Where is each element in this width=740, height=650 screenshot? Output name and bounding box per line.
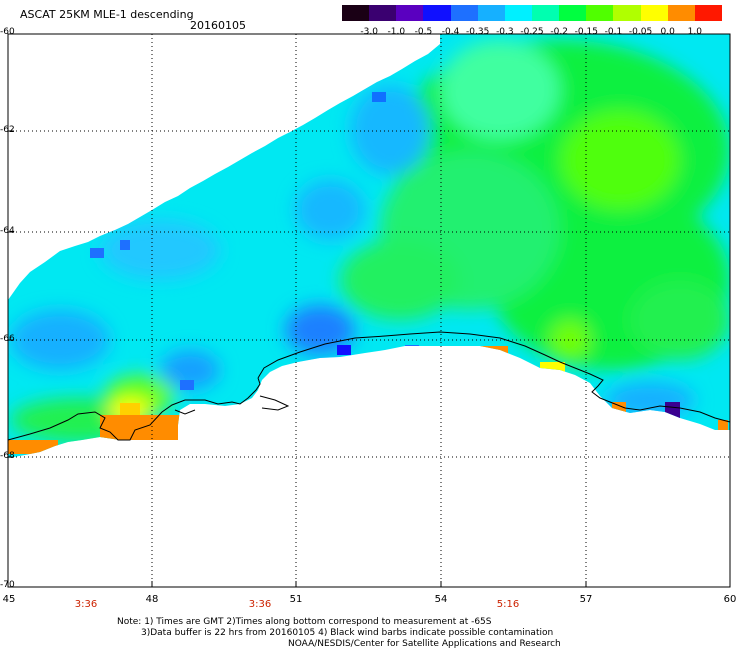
x-label-54: 54 <box>434 594 448 605</box>
colorbar-label: -0.3 <box>496 27 514 37</box>
y-label-70: -70 <box>0 580 15 590</box>
colorbar-label: -3.0 <box>360 27 378 37</box>
colorbar-segment <box>423 5 451 21</box>
y-label-60: -60 <box>0 27 15 37</box>
plot-frame <box>7 33 731 588</box>
x-label-60: 60 <box>723 594 737 605</box>
colorbar-segment <box>640 5 668 21</box>
colorbar-label: -0.35 <box>466 27 490 37</box>
note-line-3: NOAA/NESDIS/Center for Satellite Applica… <box>288 639 561 649</box>
coastline-west <box>7 377 290 441</box>
colorbar-segment <box>369 5 397 21</box>
time-label-3: 5:16 <box>496 599 520 610</box>
chart-date: 20160105 <box>190 19 246 32</box>
wind-data-field <box>8 34 730 458</box>
colorbar-segment <box>504 5 532 21</box>
time-label-2: 3:36 <box>248 599 272 610</box>
y-label-68: -68 <box>0 451 15 461</box>
colorbar-segment <box>477 5 505 21</box>
colorbar-label: -0.4 <box>441 27 460 37</box>
colorbar-label: -0.1 <box>604 27 623 37</box>
colorbar-label: -1.0 <box>387 27 406 37</box>
y-label-64: -64 <box>0 226 15 236</box>
colorbar-label: -0.5 <box>414 27 433 37</box>
note-line-2: 3)Data buffer is 22 hrs from 20160105 4)… <box>141 628 554 638</box>
colorbar-segment <box>531 5 560 21</box>
y-label-62: -62 <box>0 125 15 135</box>
colorbar-segment <box>586 5 614 21</box>
colorbar-label: 0.0 <box>660 27 675 37</box>
colorbar-segment <box>667 5 695 21</box>
graticule <box>8 34 730 587</box>
colorbar-segment <box>342 5 370 21</box>
y-label-66: -66 <box>0 334 15 344</box>
x-label-48: 48 <box>145 594 159 605</box>
colorbar-segment <box>450 5 478 21</box>
colorbar-segment <box>613 5 641 21</box>
colorbar-label: -0.05 <box>628 27 653 37</box>
colorbar-segment <box>396 5 424 21</box>
colorbar-label: -0.15 <box>574 27 598 37</box>
colorbar-label: -0.2 <box>550 27 568 37</box>
colorbar-label: 1.0 <box>687 27 703 37</box>
colorbar-segment <box>694 5 722 21</box>
note-line-1: Note: 1) Times are GMT 2)Times along bot… <box>117 617 492 627</box>
colorbar-label: -0.25 <box>520 27 544 37</box>
time-label-1: 3:36 <box>74 599 98 610</box>
x-label-51: 51 <box>289 594 303 605</box>
chart-title: ASCAT 25KM MLE-1 descending <box>20 8 194 21</box>
colorbar <box>342 5 722 21</box>
axis-ticks <box>8 130 587 587</box>
colorbar-segment <box>559 5 587 21</box>
coastline <box>257 331 731 423</box>
x-label-57: 57 <box>579 594 593 605</box>
x-label-45: 45 <box>2 594 16 605</box>
